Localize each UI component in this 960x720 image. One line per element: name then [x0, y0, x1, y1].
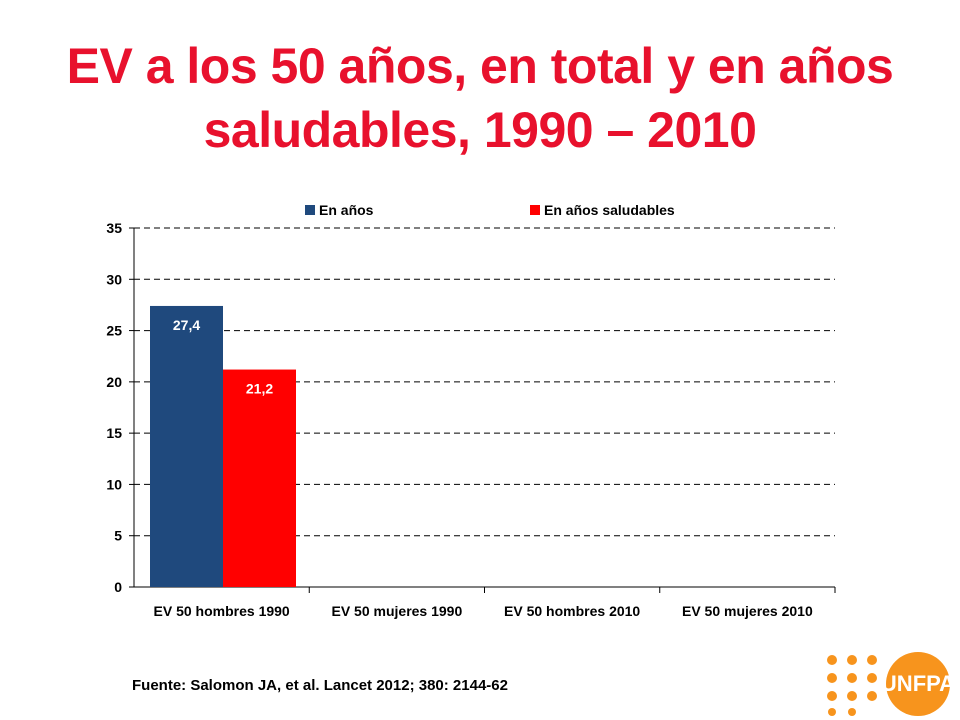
y-tick-label: 20	[106, 374, 122, 390]
logo-text: UNFPA	[881, 671, 955, 696]
data-label: 27,4	[173, 317, 200, 333]
legend-label: En años saludables	[544, 202, 675, 218]
y-tick-label: 10	[106, 476, 122, 492]
dot-pattern-icon	[827, 655, 877, 716]
x-tick-label: EV 50 mujeres 1990	[331, 603, 462, 619]
y-tick-label: 25	[106, 323, 122, 339]
data-label: 21,2	[246, 381, 273, 397]
y-tick-label: 15	[106, 425, 122, 441]
y-tick-label: 35	[106, 220, 122, 236]
y-tick-label: 0	[114, 579, 122, 595]
source-note: Fuente: Salomon JA, et al. Lancet 2012; …	[132, 677, 508, 694]
legend-swatch	[305, 205, 315, 215]
x-tick-label: EV 50 hombres 2010	[504, 603, 640, 619]
legend-swatch	[530, 205, 540, 215]
x-tick-label: EV 50 mujeres 2010	[682, 603, 813, 619]
page-title: EV a los 50 años, en total y en años sal…	[66, 38, 894, 158]
legend-label: En años	[319, 202, 374, 218]
bar	[150, 305, 223, 587]
y-tick-label: 5	[114, 528, 122, 544]
x-tick-label: EV 50 hombres 1990	[154, 603, 290, 619]
bar	[223, 369, 296, 587]
bar-chart: 0 5 10 15 20 25 30 35 27,4 21,2 EV 50 hombres 1990…	[106, 202, 836, 619]
logo-circle	[886, 652, 950, 716]
unfpa-logo: UNFPA	[827, 652, 955, 716]
y-tick-label: 30	[106, 271, 122, 287]
